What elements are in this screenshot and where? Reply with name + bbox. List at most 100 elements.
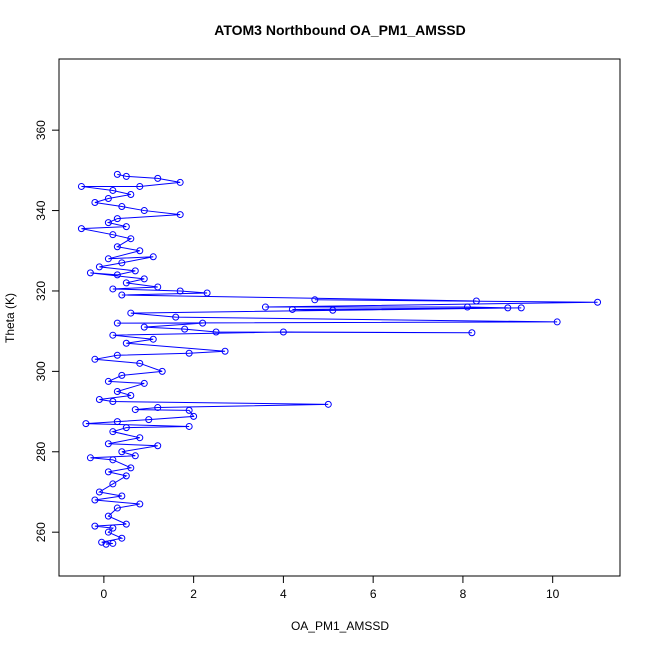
- data-point: [77, 182, 85, 190]
- x-tick-label: 4: [280, 587, 287, 601]
- data-point: [122, 172, 130, 180]
- data-point: [109, 186, 117, 194]
- data-point: [104, 195, 112, 203]
- data-point: [118, 259, 126, 267]
- data-point: [109, 480, 117, 488]
- data-point: [122, 339, 130, 347]
- data-point: [517, 304, 525, 312]
- data-point: [594, 298, 602, 306]
- x-tick-label: 2: [190, 587, 197, 601]
- data-point: [91, 355, 99, 363]
- data-point: [113, 351, 121, 359]
- data-point: [113, 243, 121, 251]
- data-point: [185, 406, 193, 414]
- x-tick-label: 10: [546, 587, 560, 601]
- data-point: [463, 303, 471, 311]
- data-point: [109, 428, 117, 436]
- data-point: [118, 291, 126, 299]
- data-point: [190, 412, 198, 420]
- data-point: [154, 404, 162, 412]
- data-point: [136, 247, 144, 255]
- chart-title: ATOM3 Northbound OA_PM1_AMSSD: [214, 22, 466, 38]
- data-point: [181, 325, 189, 333]
- data-point: [154, 174, 162, 182]
- y-tick-label: 320: [34, 281, 48, 301]
- data-point: [472, 297, 480, 305]
- x-tick-label: 8: [460, 587, 467, 601]
- data-point: [95, 263, 103, 271]
- y-axis-label: Theta (K): [3, 293, 17, 343]
- data-point: [329, 306, 337, 314]
- data-point: [104, 377, 112, 385]
- data-point: [261, 303, 269, 311]
- plot-frame: [58, 58, 621, 577]
- data-point: [113, 215, 121, 223]
- data-point: [127, 190, 135, 198]
- data-point: [185, 422, 193, 430]
- data-point: [95, 488, 103, 496]
- data-point: [118, 203, 126, 211]
- data-point: [149, 335, 157, 343]
- data-point: [86, 269, 94, 277]
- data-point: [104, 512, 112, 520]
- data-point: [140, 379, 148, 387]
- data-point: [109, 524, 117, 532]
- data-point: [140, 275, 148, 283]
- data-point: [553, 318, 561, 326]
- data-point: [136, 182, 144, 190]
- data-point: [104, 440, 112, 448]
- data-point: [109, 539, 117, 547]
- data-point: [91, 522, 99, 530]
- data-point: [136, 359, 144, 367]
- y-tick-label: 260: [34, 522, 48, 542]
- data-point: [127, 464, 135, 472]
- data-point: [104, 219, 112, 227]
- data-point: [109, 398, 117, 406]
- data-point: [118, 448, 126, 456]
- data-point: [113, 418, 121, 426]
- data-point: [122, 424, 130, 432]
- data-point: [104, 528, 112, 536]
- data-point: [212, 328, 220, 336]
- data-point: [86, 454, 94, 462]
- data-point: [172, 313, 180, 321]
- data-point: [102, 540, 110, 548]
- data-point: [122, 520, 130, 528]
- x-axis-label: OA_PM1_AMSSD: [291, 619, 389, 633]
- data-point: [176, 287, 184, 295]
- data-point: [136, 500, 144, 508]
- data-point: [91, 199, 99, 207]
- data-point: [127, 309, 135, 317]
- data-point: [145, 416, 153, 424]
- data-point: [122, 279, 130, 287]
- data-point: [324, 400, 332, 408]
- data-point: [113, 387, 121, 395]
- data-point: [140, 207, 148, 215]
- x-tick-label: 6: [370, 587, 377, 601]
- x-tick-label: 0: [101, 587, 108, 601]
- data-point: [113, 170, 121, 178]
- data-point: [82, 420, 90, 428]
- data-point: [98, 538, 106, 546]
- data-point: [127, 235, 135, 243]
- data-point: [468, 329, 476, 337]
- data-point: [104, 468, 112, 476]
- data-point: [131, 452, 139, 460]
- data-point: [113, 319, 121, 327]
- data-point: [199, 319, 207, 327]
- data-point: [131, 406, 139, 414]
- data-point: [109, 285, 117, 293]
- data-point: [203, 289, 211, 297]
- data-point: [118, 371, 126, 379]
- data-line: [81, 173, 598, 545]
- data-point: [140, 323, 148, 331]
- data-point: [131, 267, 139, 275]
- data-point: [118, 534, 126, 542]
- data-point: [91, 496, 99, 504]
- data-point: [122, 223, 130, 231]
- data-point: [176, 178, 184, 186]
- y-tick-label: 300: [34, 361, 48, 381]
- data-point: [113, 504, 121, 512]
